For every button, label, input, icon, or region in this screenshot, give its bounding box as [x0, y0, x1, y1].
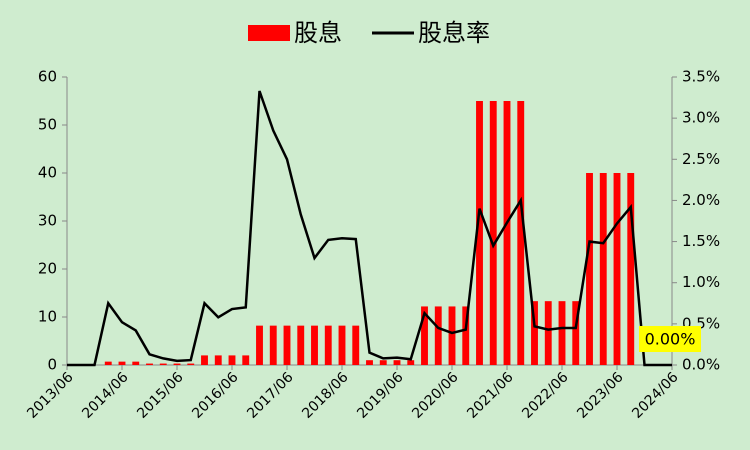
bar [407, 360, 415, 365]
bar [173, 363, 181, 365]
y-tick-label: 50 [38, 116, 57, 134]
bar [599, 173, 607, 365]
bar [104, 361, 112, 365]
y-tick-label: 10 [38, 308, 57, 326]
y2-tick-label: 0.0% [682, 356, 720, 374]
bar [324, 325, 332, 365]
y-tick-label: 20 [38, 260, 57, 278]
bar [448, 306, 456, 365]
y-tick-label: 30 [38, 212, 57, 230]
bar [214, 355, 222, 365]
bar [586, 173, 593, 365]
value-label-box [639, 326, 701, 352]
bar [311, 325, 318, 365]
legend-swatch [248, 25, 290, 41]
y2-tick-label: 3.5% [682, 68, 720, 86]
legend-label: 股息率 [418, 19, 490, 47]
y2-tick-label: 1.0% [682, 273, 720, 291]
y-tick-label: 60 [38, 68, 57, 86]
bar [159, 363, 167, 365]
bar [379, 360, 387, 365]
bar [132, 361, 140, 365]
bar [462, 306, 470, 365]
bar [297, 325, 305, 365]
legend-label: 股息 [294, 19, 342, 47]
bar [572, 301, 580, 365]
bar [146, 363, 153, 365]
bar [228, 355, 236, 365]
bar [503, 101, 511, 365]
bar [558, 301, 566, 365]
bar [269, 325, 277, 365]
bar [256, 325, 263, 365]
bar [613, 173, 621, 365]
bar [242, 355, 250, 365]
bar [434, 306, 442, 365]
y-tick-label: 0 [47, 356, 57, 374]
bar [118, 361, 126, 365]
bar [531, 301, 538, 365]
bar [489, 101, 497, 365]
y-tick-label: 40 [38, 164, 57, 182]
bar [517, 101, 525, 365]
y2-tick-label: 2.0% [682, 191, 720, 209]
y2-tick-label: 3.0% [682, 109, 720, 127]
bar [366, 360, 373, 365]
bar [338, 325, 346, 365]
line [67, 90, 672, 367]
bar [476, 101, 483, 365]
bar [201, 355, 208, 365]
value-label: 0.00% [645, 330, 696, 349]
bar [283, 325, 291, 365]
y2-tick-label: 2.5% [682, 150, 720, 168]
bar [544, 301, 552, 365]
bar [421, 306, 428, 365]
y2-tick-label: 1.5% [682, 232, 720, 250]
bar [627, 173, 635, 365]
bar [187, 363, 195, 365]
bar [352, 325, 360, 365]
bar [393, 360, 401, 365]
